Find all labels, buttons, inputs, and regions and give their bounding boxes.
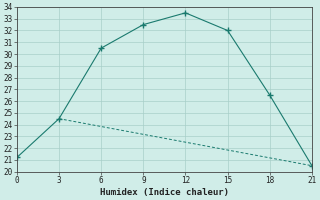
X-axis label: Humidex (Indice chaleur): Humidex (Indice chaleur): [100, 188, 229, 197]
